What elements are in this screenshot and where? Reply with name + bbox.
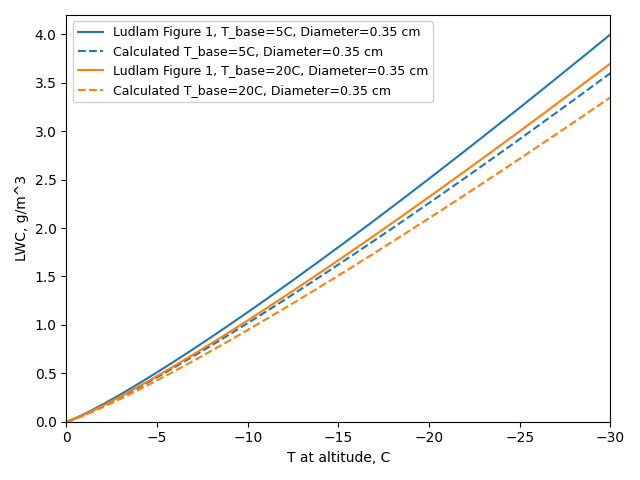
- Ludlam Figure 1, T_base=5C, Diameter=0.35 cm: [63, 419, 70, 425]
- Line: Ludlam Figure 1, T_base=5C, Diameter=0.35 cm: Ludlam Figure 1, T_base=5C, Diameter=0.3…: [67, 35, 611, 422]
- Ludlam Figure 1, T_base=20C, Diameter=0.35 cm: [64, 419, 72, 424]
- Calculated T_base=5C, Diameter=0.35 cm: [556, 108, 563, 113]
- Calculated T_base=20C, Diameter=0.35 cm: [396, 234, 403, 240]
- Calculated T_base=5C, Diameter=0.35 cm: [385, 228, 392, 234]
- Y-axis label: LWC, g/m^3: LWC, g/m^3: [15, 175, 29, 262]
- Calculated T_base=20C, Diameter=0.35 cm: [63, 419, 70, 425]
- Ludlam Figure 1, T_base=5C, Diameter=0.35 cm: [387, 205, 394, 211]
- Ludlam Figure 1, T_base=5C, Diameter=0.35 cm: [385, 207, 392, 213]
- Line: Ludlam Figure 1, T_base=20C, Diameter=0.35 cm: Ludlam Figure 1, T_base=20C, Diameter=0.…: [67, 63, 611, 422]
- Ludlam Figure 1, T_base=20C, Diameter=0.35 cm: [385, 223, 392, 228]
- Ludlam Figure 1, T_base=20C, Diameter=0.35 cm: [396, 215, 403, 221]
- Calculated T_base=5C, Diameter=0.35 cm: [64, 419, 72, 424]
- Calculated T_base=20C, Diameter=0.35 cm: [385, 241, 392, 247]
- Calculated T_base=20C, Diameter=0.35 cm: [64, 419, 72, 424]
- Line: Calculated T_base=5C, Diameter=0.35 cm: Calculated T_base=5C, Diameter=0.35 cm: [67, 73, 611, 422]
- Calculated T_base=5C, Diameter=0.35 cm: [63, 419, 70, 425]
- Ludlam Figure 1, T_base=20C, Diameter=0.35 cm: [607, 60, 614, 66]
- Legend: Ludlam Figure 1, T_base=5C, Diameter=0.35 cm, Calculated T_base=5C, Diameter=0.3: Ludlam Figure 1, T_base=5C, Diameter=0.3…: [72, 21, 433, 102]
- Calculated T_base=20C, Diameter=0.35 cm: [387, 240, 394, 246]
- Ludlam Figure 1, T_base=5C, Diameter=0.35 cm: [556, 73, 563, 79]
- Line: Calculated T_base=20C, Diameter=0.35 cm: Calculated T_base=20C, Diameter=0.35 cm: [67, 97, 611, 422]
- Ludlam Figure 1, T_base=20C, Diameter=0.35 cm: [521, 124, 529, 130]
- Calculated T_base=5C, Diameter=0.35 cm: [396, 221, 403, 227]
- Ludlam Figure 1, T_base=20C, Diameter=0.35 cm: [387, 221, 394, 227]
- Calculated T_base=20C, Diameter=0.35 cm: [521, 152, 529, 158]
- Ludlam Figure 1, T_base=20C, Diameter=0.35 cm: [63, 419, 70, 425]
- Calculated T_base=5C, Diameter=0.35 cm: [607, 70, 614, 76]
- Ludlam Figure 1, T_base=5C, Diameter=0.35 cm: [64, 418, 72, 424]
- X-axis label: T at altitude, C: T at altitude, C: [287, 451, 390, 465]
- Ludlam Figure 1, T_base=5C, Diameter=0.35 cm: [521, 101, 529, 107]
- Ludlam Figure 1, T_base=5C, Diameter=0.35 cm: [396, 199, 403, 204]
- Ludlam Figure 1, T_base=5C, Diameter=0.35 cm: [607, 32, 614, 37]
- Calculated T_base=20C, Diameter=0.35 cm: [607, 95, 614, 100]
- Ludlam Figure 1, T_base=20C, Diameter=0.35 cm: [556, 99, 563, 105]
- Calculated T_base=5C, Diameter=0.35 cm: [521, 132, 529, 138]
- Calculated T_base=20C, Diameter=0.35 cm: [556, 129, 563, 135]
- Calculated T_base=5C, Diameter=0.35 cm: [387, 227, 394, 233]
